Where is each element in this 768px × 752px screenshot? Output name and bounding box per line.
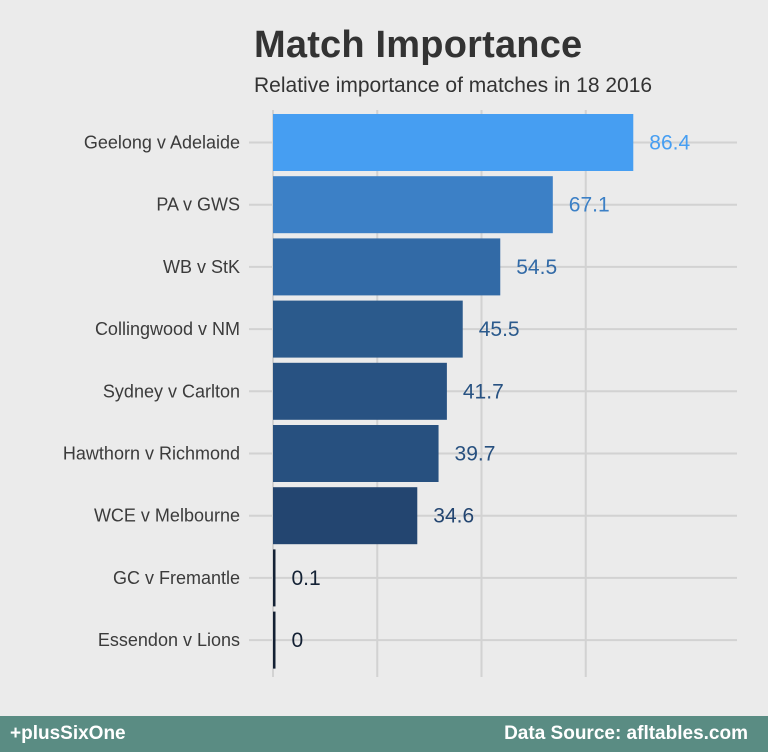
- footer-brand: +plusSixOne: [10, 723, 126, 744]
- category-label: WB v StK: [163, 257, 240, 277]
- bar-chart: Geelong v Adelaide PA v GWS WB v StK Collin…: [63, 110, 737, 677]
- value-label: 67.1: [569, 194, 610, 217]
- value-label: 45.5: [479, 318, 520, 341]
- bar: [273, 611, 276, 669]
- bar: [273, 549, 276, 607]
- chart-subtitle: Relative importance of matches in 18 201…: [254, 74, 653, 97]
- bar: [273, 300, 463, 358]
- category-label: GC v Fremantle: [113, 568, 240, 588]
- value-label: 54.5: [516, 256, 557, 279]
- category-label: PA v GWS: [156, 195, 240, 215]
- bar: [273, 238, 501, 296]
- category-label: Sydney v Carlton: [103, 381, 240, 401]
- footer-bar: +plusSixOne Data Source: afltables.com: [0, 716, 768, 752]
- value-label: 86.4: [649, 132, 690, 155]
- category-label: WCE v Melbourne: [94, 506, 240, 526]
- bars: [273, 114, 634, 669]
- bar: [273, 114, 634, 171]
- value-label: 34.6: [433, 505, 474, 528]
- bar: [273, 176, 553, 234]
- bar: [273, 362, 447, 420]
- bar: [273, 425, 439, 482]
- chart-title: Match Importance: [254, 24, 583, 66]
- category-labels: Geelong v Adelaide PA v GWS WB v StK Collin…: [63, 133, 240, 651]
- category-label: Essendon v Lions: [98, 630, 240, 650]
- category-label: Geelong v Adelaide: [84, 133, 240, 153]
- footer-source: Data Source: afltables.com: [504, 723, 748, 744]
- value-label: 0: [292, 629, 304, 652]
- category-label: Hawthorn v Richmond: [63, 444, 240, 464]
- category-label: Collingwood v NM: [95, 319, 240, 339]
- value-label: 41.7: [463, 380, 504, 403]
- value-label: 0.1: [292, 567, 321, 590]
- value-labels: 86.4 67.1 54.5 45.5 41.7 39.7 34.6 0.1 0: [292, 132, 691, 653]
- bar: [273, 487, 418, 545]
- value-label: 39.7: [455, 443, 496, 466]
